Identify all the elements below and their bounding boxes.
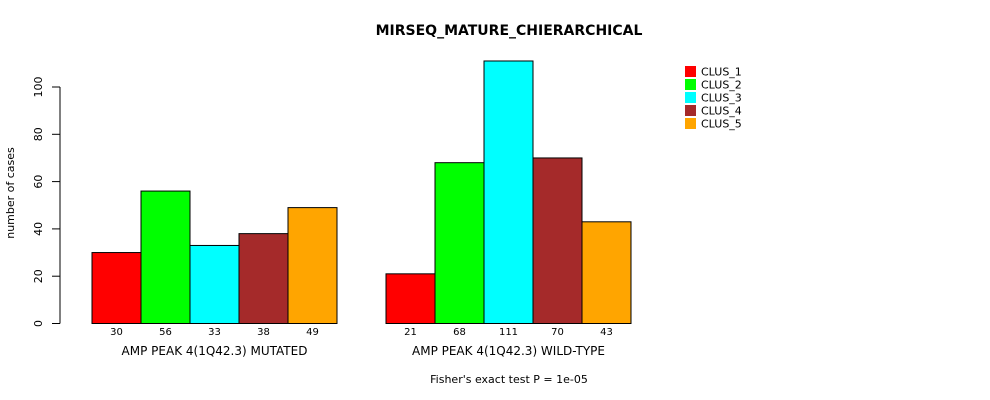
legend-swatch-clus-5: [685, 118, 696, 129]
legend-swatch-clus-4: [685, 105, 696, 116]
bar-clus-2-group-1: [140, 190, 191, 324]
legend-label-clus-5: CLUS_5: [701, 118, 742, 131]
bar-count-label: 38: [257, 327, 270, 338]
y-tick-label: 20: [32, 269, 45, 283]
bar-clus-4-group-1: [238, 233, 289, 325]
legend-label-clus-1: CLUS_1: [701, 66, 742, 79]
legend-label-clus-2: CLUS_2: [701, 79, 742, 92]
bar-count-label: 30: [110, 327, 123, 338]
bar-clus-4-group-2: [532, 157, 583, 324]
bar-clus-2-group-2: [434, 162, 485, 324]
bars: 30 56 33 38 49 21 68 111 70 43: [91, 60, 632, 338]
y-tick-label: 100: [32, 77, 45, 98]
y-axis: 0 20 40 60 80 100: [32, 77, 61, 327]
y-axis-label: number of cases: [4, 147, 17, 239]
legend-swatch-clus-2: [685, 79, 696, 90]
bar-clus-1-group-2: [385, 273, 436, 324]
y-tick-label: 80: [32, 127, 45, 141]
bar-count-label: 111: [499, 327, 518, 338]
bar-clus-3-group-1: [189, 244, 240, 324]
y-tick-label: 60: [32, 175, 45, 189]
bar-count-label: 21: [404, 327, 417, 338]
bar-count-label: 49: [306, 327, 319, 338]
legend-swatch-clus-3: [685, 92, 696, 103]
bar-count-label: 43: [600, 327, 613, 338]
y-tick-label: 0: [32, 320, 45, 327]
chart-title: MIRSEQ_MATURE_CHIERARCHICAL: [376, 23, 643, 39]
bar-count-label: 33: [208, 327, 221, 338]
group-label-1: AMP PEAK 4(1Q42.3) MUTATED: [122, 344, 308, 358]
y-tick-label: 40: [32, 222, 45, 236]
bar-clus-5-group-1: [287, 207, 338, 325]
bar-count-label: 56: [159, 327, 172, 338]
bar-clus-5-group-2: [581, 221, 632, 324]
bar-count-label: 70: [551, 327, 564, 338]
group-labels: AMP PEAK 4(1Q42.3) MUTATED AMP PEAK 4(1Q4…: [122, 344, 605, 358]
bar-clus-3-group-2: [483, 60, 534, 325]
legend-label-clus-3: CLUS_3: [701, 92, 742, 105]
bar-clus-1-group-1: [91, 252, 142, 324]
group-label-2: AMP PEAK 4(1Q42.3) WILD-TYPE: [412, 344, 605, 358]
legend-label-clus-4: CLUS_4: [701, 105, 742, 118]
bar-count-label: 68: [453, 327, 466, 338]
legend-swatch-clus-1: [685, 66, 696, 77]
fisher-test-footnote: Fisher's exact test P = 1e-05: [430, 373, 588, 386]
